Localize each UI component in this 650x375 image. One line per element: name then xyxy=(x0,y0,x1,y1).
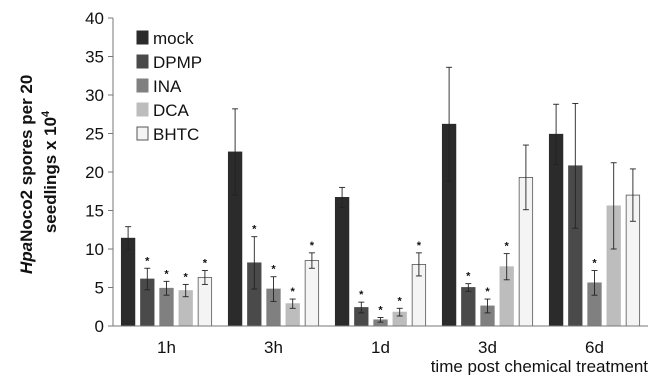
x-tick-label: 6d xyxy=(585,338,604,357)
bar xyxy=(120,237,136,327)
legend-swatch xyxy=(136,126,149,141)
y-axis-title: HpaNoco2 spores per 20 seedlings x 104 xyxy=(17,70,60,274)
significance-marker: * xyxy=(310,240,315,252)
significance-marker: * xyxy=(417,240,422,252)
y-tick-label: 15 xyxy=(85,202,104,221)
x-tick-label: 1d xyxy=(371,338,390,357)
legend-label: BHTC xyxy=(153,125,199,144)
x-axis-title: time post chemical treatment xyxy=(431,357,649,375)
significance-marker: * xyxy=(398,295,403,307)
significance-marker: * xyxy=(271,264,276,276)
bar xyxy=(461,287,476,327)
legend-label: DPMP xyxy=(153,53,202,72)
y-tick-label: 40 xyxy=(85,9,104,28)
legend-swatch xyxy=(136,102,149,117)
significance-marker: * xyxy=(252,224,257,236)
y-axis-title-line-2: seedlings x 104 xyxy=(40,110,60,233)
y-axis-title-line-1: HpaNoco2 spores per 20 xyxy=(17,70,36,274)
significance-marker: * xyxy=(145,255,150,267)
legend-swatch xyxy=(136,30,149,45)
y-tick-label: 0 xyxy=(95,317,104,336)
significance-marker: * xyxy=(184,271,189,283)
legend-label: mock xyxy=(153,29,194,48)
significance-marker: * xyxy=(164,268,169,280)
y-tick-label: 30 xyxy=(85,86,104,105)
significance-marker: * xyxy=(466,271,471,283)
bar xyxy=(334,197,350,327)
significance-marker: * xyxy=(378,305,383,317)
legend-label: INA xyxy=(153,77,182,96)
x-tick-label: 1h xyxy=(157,338,176,357)
y-tick-label: 10 xyxy=(85,240,104,259)
significance-marker: * xyxy=(505,241,510,253)
significance-marker: * xyxy=(203,258,208,270)
legend-swatch xyxy=(136,54,149,69)
x-tick-label: 3d xyxy=(478,338,497,357)
y-tick-label: 20 xyxy=(85,163,104,182)
significance-marker: * xyxy=(592,258,597,270)
x-tick-label: 3h xyxy=(264,338,283,357)
legend-label: DCA xyxy=(153,101,190,120)
y-tick-label: 5 xyxy=(95,279,104,298)
significance-marker: * xyxy=(485,286,490,298)
y-tick-label: 35 xyxy=(85,48,104,67)
legend-swatch xyxy=(136,78,149,93)
y-tick-label: 25 xyxy=(85,125,104,144)
significance-marker: * xyxy=(291,286,296,298)
significance-marker: * xyxy=(359,289,364,301)
bar xyxy=(304,260,320,327)
